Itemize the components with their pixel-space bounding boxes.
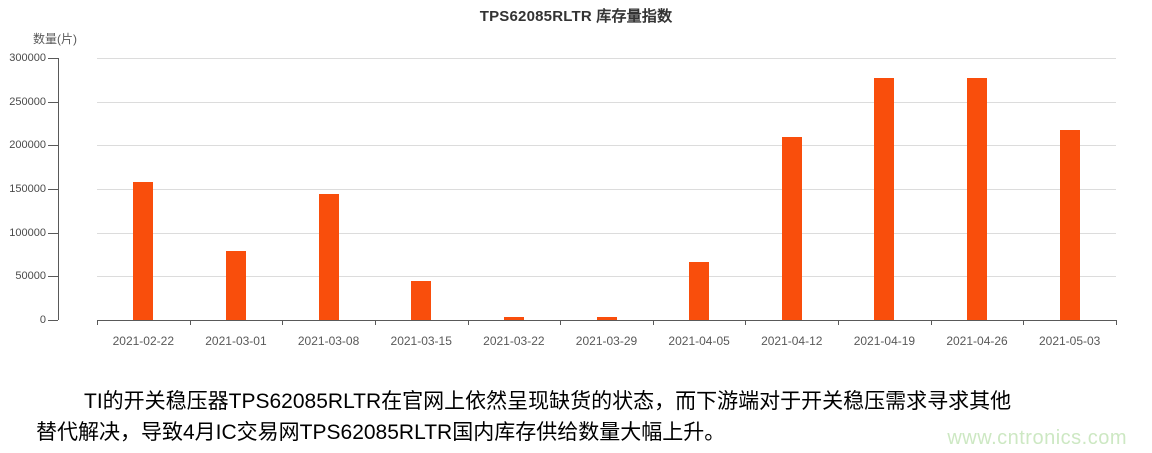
x-tick-label: 2021-05-03 — [1038, 334, 1101, 348]
caption-line-1: TI的开关稳压器TPS62085RLTR在官网上依然呈现缺货的状态，而下游端对于… — [84, 390, 1012, 413]
gridline — [97, 276, 1116, 278]
gridline — [97, 232, 1116, 234]
x-axis-tick — [652, 320, 654, 325]
x-axis-tick — [467, 320, 469, 325]
x-tick-label: 2021-04-19 — [853, 334, 916, 348]
y-axis-tick — [48, 189, 58, 190]
y-tick-label: 0 — [39, 314, 46, 326]
y-tick-label: 100000 — [9, 226, 46, 239]
bar — [781, 137, 802, 320]
x-tick-label: 2021-03-08 — [297, 334, 360, 348]
chart-title: TPS62085RLTR 库存量指数 — [479, 8, 673, 25]
y-axis-tick — [48, 320, 58, 321]
x-tick-label: 2021-04-26 — [946, 334, 1008, 348]
y-axis-tick — [48, 145, 58, 147]
x-axis-tick — [930, 320, 932, 325]
bar — [133, 182, 154, 320]
x-axis-tick — [282, 320, 284, 325]
x-tick-label: 2021-04-12 — [761, 334, 823, 348]
y-tick-label: 250000 — [9, 95, 46, 108]
x-tick-label: 2021-03-22 — [483, 334, 545, 348]
y-axis-label: 数量(片) — [33, 32, 77, 46]
x-axis-tick — [1023, 320, 1025, 325]
y-tick-label: 50000 — [15, 270, 46, 283]
bar — [596, 316, 617, 320]
x-axis-tick — [838, 320, 840, 325]
y-axis-tick — [48, 232, 58, 234]
x-axis-tick — [560, 320, 562, 325]
x-axis-tick — [745, 320, 747, 325]
bar — [967, 78, 988, 320]
y-tick-label: 200000 — [9, 139, 46, 152]
gridline — [97, 101, 1116, 103]
bar — [225, 251, 246, 320]
gridline — [97, 145, 1116, 147]
x-tick-label: 2021-04-05 — [668, 334, 730, 348]
x-tick-label: 2021-02-22 — [112, 334, 174, 348]
x-tick-label: 2021-03-15 — [390, 334, 452, 348]
x-axis-line — [97, 320, 1116, 321]
gridline — [97, 189, 1116, 190]
y-axis-tick — [48, 101, 58, 103]
y-axis-line — [58, 58, 59, 320]
y-axis-tick — [48, 58, 58, 59]
x-axis-tick — [189, 320, 191, 325]
bar — [503, 316, 524, 320]
bar — [411, 280, 432, 320]
x-axis-tick — [1116, 320, 1117, 325]
y-axis-tick — [48, 276, 58, 278]
x-axis-tick — [374, 320, 376, 325]
bar — [689, 262, 710, 320]
caption-line-2: 替代解决，导致4月IC交易网TPS62085RLTR国内库存供给数量大幅上升。 — [36, 421, 726, 444]
gridline — [97, 58, 1116, 59]
y-tick-label: 300000 — [9, 52, 46, 64]
bar — [874, 78, 895, 320]
caption: TI的开关稳压器TPS62085RLTR在官网上依然呈现缺货的状态，而下游端对于… — [36, 386, 1118, 448]
watermark: www.cntronics.com — [947, 427, 1127, 449]
bar — [318, 194, 339, 320]
y-tick-label: 150000 — [9, 183, 46, 195]
x-tick-label: 2021-03-01 — [205, 334, 267, 348]
x-tick-label: 2021-03-29 — [575, 334, 638, 348]
bar — [1059, 130, 1080, 320]
x-axis-tick — [97, 320, 98, 325]
